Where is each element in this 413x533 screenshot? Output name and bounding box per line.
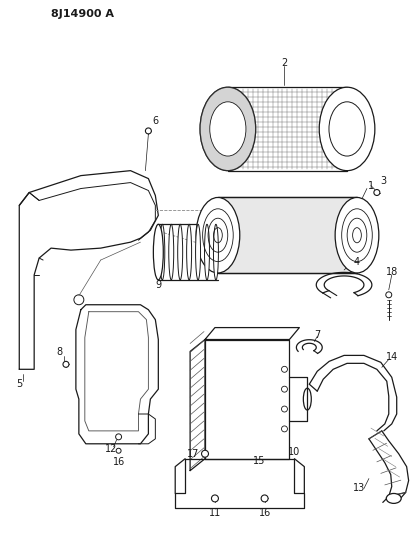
Ellipse shape	[210, 102, 246, 156]
Circle shape	[374, 190, 380, 196]
Text: 1: 1	[368, 181, 374, 191]
Circle shape	[282, 426, 287, 432]
Text: 9: 9	[155, 280, 161, 290]
Circle shape	[116, 434, 121, 440]
Text: 17: 17	[187, 449, 199, 459]
Circle shape	[386, 292, 392, 298]
Text: 15: 15	[254, 456, 266, 466]
Circle shape	[145, 128, 152, 134]
Text: 11: 11	[209, 508, 221, 518]
Ellipse shape	[196, 197, 240, 273]
Text: 13: 13	[353, 483, 365, 494]
Text: 8: 8	[56, 348, 62, 358]
Text: 5: 5	[16, 379, 22, 389]
Circle shape	[202, 450, 209, 457]
Circle shape	[282, 366, 287, 372]
Ellipse shape	[187, 224, 192, 280]
Ellipse shape	[153, 224, 163, 280]
Ellipse shape	[303, 388, 311, 410]
Ellipse shape	[214, 224, 218, 280]
Circle shape	[282, 386, 287, 392]
Text: 16: 16	[259, 508, 271, 518]
Text: 16: 16	[112, 457, 125, 467]
Ellipse shape	[335, 197, 379, 273]
Circle shape	[261, 495, 268, 502]
Ellipse shape	[204, 224, 209, 280]
Text: 8J14900 A: 8J14900 A	[51, 9, 114, 19]
Text: 14: 14	[386, 352, 398, 362]
Text: 3: 3	[381, 175, 387, 185]
Text: 18: 18	[386, 267, 398, 277]
Ellipse shape	[200, 87, 256, 171]
Ellipse shape	[386, 494, 401, 503]
Circle shape	[211, 495, 218, 502]
Text: 7: 7	[314, 329, 320, 340]
Circle shape	[63, 361, 69, 367]
Text: 12: 12	[104, 444, 117, 454]
Ellipse shape	[178, 224, 183, 280]
Ellipse shape	[196, 224, 201, 280]
Circle shape	[116, 448, 121, 453]
Ellipse shape	[169, 224, 174, 280]
Text: 6: 6	[152, 116, 159, 126]
Ellipse shape	[160, 224, 165, 280]
Ellipse shape	[319, 87, 375, 171]
Text: 10: 10	[288, 447, 301, 457]
Circle shape	[282, 406, 287, 412]
Text: 2: 2	[281, 59, 287, 68]
Ellipse shape	[200, 87, 256, 171]
Text: 4: 4	[354, 257, 360, 267]
